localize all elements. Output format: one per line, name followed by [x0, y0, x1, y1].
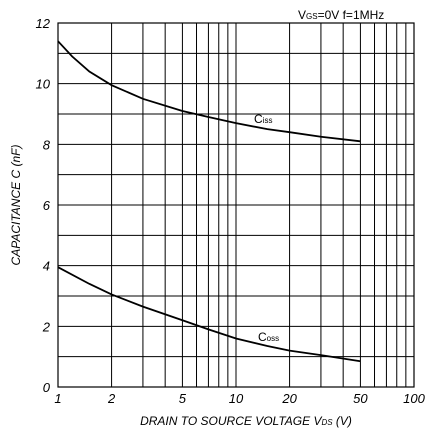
y-tick-label: 6 — [43, 198, 51, 213]
series-labels: Ciss Coss — [254, 112, 279, 344]
cond-v: V — [298, 8, 306, 22]
x-tick-labels: 1 2 5 10 20 50 100 — [54, 391, 425, 406]
y-tick-label: 10 — [36, 77, 51, 92]
series-curves — [57, 40, 361, 363]
y-axis-title: CAPACITANCE C (nF) — [9, 145, 23, 266]
x-tick-label: 20 — [281, 391, 297, 406]
series-line-iss — [57, 40, 361, 143]
cond-rest: =0V f=1MHz — [318, 8, 385, 22]
x-tick-label: 50 — [353, 391, 368, 406]
x-tick-label: 2 — [107, 391, 116, 406]
test-conditions: VGS=0V f=1MHz — [298, 8, 384, 22]
x-tick-label: 5 — [179, 391, 187, 406]
series-label-iss: Ciss — [254, 112, 272, 126]
x-axis-title: DRAIN TO SOURCE VOLTAGE VDS (V) — [140, 414, 352, 428]
plot-frame — [57, 22, 415, 388]
x-tick-label: 100 — [403, 391, 425, 406]
y-tick-label: 2 — [42, 319, 51, 334]
y-tick-label: 12 — [36, 16, 51, 31]
y-tick-label: 4 — [43, 259, 50, 274]
y-tick-labels: 0 2 4 6 8 10 12 — [36, 16, 51, 395]
x-axis-title-sub: DS — [321, 418, 333, 427]
x-tick-label: 1 — [54, 391, 61, 406]
horizontal-grid — [58, 52, 414, 358]
cond-sub: GS — [306, 12, 318, 21]
series-label-oss: Coss — [258, 330, 279, 344]
y-tick-label: 0 — [43, 380, 51, 395]
series-line-oss — [57, 266, 361, 363]
x-axis-title-unit: (V) — [333, 414, 352, 428]
x-axis-title-main: DRAIN TO SOURCE VOLTAGE V — [140, 414, 322, 428]
y-tick-label: 8 — [43, 137, 51, 152]
x-tick-label: 10 — [229, 391, 244, 406]
